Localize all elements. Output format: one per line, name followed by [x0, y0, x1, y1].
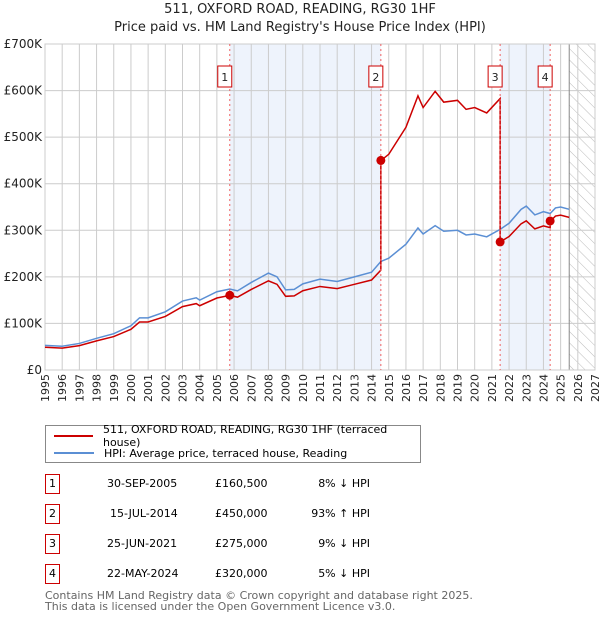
y-tick-label: £700K	[4, 37, 44, 51]
x-tick-label: 2013	[348, 374, 361, 402]
x-tick-label: 2016	[400, 374, 413, 402]
x-tick-label: 2011	[314, 374, 327, 402]
x-tick-label: 2006	[228, 374, 241, 402]
x-tick-label: 2001	[142, 374, 155, 402]
x-tick-label: 2024	[537, 374, 550, 402]
x-tick-label: 2014	[366, 374, 379, 402]
sale-hpi-diff: 9% ↓ HPI	[318, 537, 370, 550]
sale-hpi-diff: 8% ↓ HPI	[318, 477, 370, 490]
y-tick-label: £600K	[4, 84, 44, 98]
x-tick-label: 2025	[555, 374, 568, 402]
footer-licence: This data is licensed under the Open Gov…	[45, 600, 396, 613]
y-tick-label: £500K	[4, 130, 44, 144]
x-tick-label: 2002	[159, 374, 172, 402]
sale-date: 22-MAY-2024	[107, 567, 179, 580]
sale-row: 2 15-JUL-2014 £450,000 93% ↑ HPI	[45, 504, 445, 524]
legend-item-hpi: HPI: Average price, terraced house, Read…	[54, 445, 347, 461]
sale-label-box	[368, 65, 384, 88]
x-tick-label: 2008	[262, 374, 275, 402]
price-chart: 1995 1996 1997 1998 1999 2000 2001 2002 2003 2004…	[4, 37, 600, 402]
legend: 511, OXFORD ROAD, READING, RG30 1HF (ter…	[45, 423, 421, 463]
x-tick-label: 1998	[91, 374, 104, 402]
sale-date: 30-SEP-2005	[107, 477, 178, 490]
x-tick-label: 2027	[589, 374, 600, 402]
y-tick-label: £300K	[4, 223, 44, 237]
plot-frame	[44, 43, 596, 371]
hpi-line	[44, 205, 570, 348]
x-tick-label: 2021	[486, 374, 499, 402]
x-tick-label: 2026	[572, 374, 585, 402]
sale-hpi-diff: 5% ↓ HPI	[318, 567, 370, 580]
sale-point	[376, 155, 386, 165]
sale-hpi-diff: 93% ↑ HPI	[311, 507, 370, 520]
x-tick-label: 2019	[452, 374, 465, 402]
sale-label-box	[487, 65, 503, 88]
x-tick-label: 2005	[211, 374, 224, 402]
sale-number-badge: 1	[45, 474, 60, 494]
x-tick-label: 2003	[177, 374, 190, 402]
x-tick-label: 1995	[39, 374, 52, 402]
x-tick-label: 2012	[331, 374, 344, 402]
x-tick-label: 2004	[194, 374, 207, 402]
x-tick-label: 2007	[245, 374, 258, 402]
sale-number-badge: 2	[45, 504, 60, 524]
x-tick-label: 2020	[469, 374, 482, 402]
sale-label: 3	[492, 71, 499, 84]
sale-label-box	[537, 65, 553, 88]
sale-price: £450,000	[215, 507, 268, 520]
sale-price: £275,000	[215, 537, 268, 550]
chart-title: 511, OXFORD ROAD, READING, RG30 1HF	[164, 2, 436, 17]
shaded-period	[229, 44, 381, 370]
chart-subtitle: Price paid vs. HM Land Registry's House …	[114, 20, 486, 35]
sale-date: 25-JUN-2021	[107, 537, 178, 550]
legend-swatch-red	[54, 435, 93, 437]
sale-point	[495, 237, 505, 247]
sale-row: 3 25-JUN-2021 £275,000 9% ↓ HPI	[45, 534, 445, 554]
sale-label: 4	[542, 71, 549, 84]
sale-number-badge: 4	[45, 564, 60, 584]
footer-copyright: Contains HM Land Registry data © Crown c…	[45, 589, 473, 602]
x-tick-label: 1997	[73, 374, 86, 402]
x-tick-label: 2009	[280, 374, 293, 402]
sale-price: £320,000	[215, 567, 268, 580]
legend-label: HPI: Average price, terraced house, Read…	[104, 446, 348, 460]
y-tick-label: £100K	[4, 316, 44, 330]
x-tick-label: 2022	[503, 374, 516, 402]
x-tick-label: 2023	[520, 374, 533, 402]
sale-row: 1 30-SEP-2005 £160,500 8% ↓ HPI	[45, 474, 445, 494]
sale-row: 4 22-MAY-2024 £320,000 5% ↓ HPI	[45, 564, 445, 584]
sale-label: 2	[372, 71, 379, 84]
forecast-hatch	[569, 44, 595, 370]
sale-point	[225, 290, 235, 300]
x-tick-label: 2017	[417, 374, 430, 402]
sale-point	[545, 216, 555, 226]
sale-date: 15-JUL-2014	[110, 507, 178, 520]
x-tick-label: 2010	[297, 374, 310, 402]
x-tick-label: 1996	[56, 374, 69, 402]
x-tick-label: 2018	[434, 374, 447, 402]
x-tick-label: 2015	[383, 374, 396, 402]
y-tick-label: £0	[27, 363, 42, 377]
sale-label-box	[217, 65, 233, 88]
sale-number-badge: 3	[45, 534, 60, 554]
property-price-line	[44, 90, 570, 349]
legend-swatch-blue	[54, 452, 94, 454]
legend-label: 511, OXFORD ROAD, READING, RG30 1HF (ter…	[102, 423, 388, 449]
sale-price: £160,500	[215, 477, 268, 490]
x-tick-label: 2000	[125, 374, 138, 402]
legend-item-property: 511, OXFORD ROAD, READING, RG30 1HF (ter…	[54, 423, 420, 449]
y-tick-label: £200K	[4, 270, 44, 284]
x-tick-label: 1999	[108, 374, 121, 402]
y-tick-label: £400K	[4, 177, 44, 191]
sale-label: 1	[221, 71, 228, 84]
